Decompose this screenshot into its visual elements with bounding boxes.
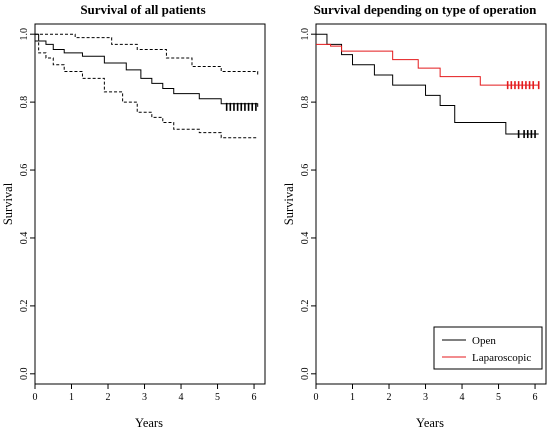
x-tick-label: 2 — [387, 392, 392, 403]
chart-panel-all-patients: Survival of all patients Years Survival … — [1, 2, 266, 430]
x-tick-label: 5 — [215, 392, 220, 403]
series-line-survival-estimate — [35, 33, 259, 107]
series-line-confidence-bound-2 — [35, 40, 258, 139]
y-tick-label: 0.8 — [19, 96, 30, 109]
y-axis-label: Survival — [282, 182, 296, 225]
series-line-laparoscopic — [316, 43, 539, 86]
y-tick-label: 1.0 — [300, 28, 311, 41]
y-tick-label: 0.6 — [300, 164, 311, 177]
y-tick-label: 0.4 — [300, 232, 311, 245]
x-tick-label: 4 — [179, 392, 184, 403]
y-tick-label: 0.2 — [300, 300, 311, 313]
axis-ticks: 0 1 2 3 4 5 6 0.0 0.2 0.4 0.6 0.8 1.0 — [300, 28, 538, 403]
chart-marks — [316, 33, 540, 139]
x-tick-label: 1 — [69, 392, 74, 403]
x-tick-label: 4 — [460, 392, 465, 403]
plot-frame — [34, 23, 266, 385]
y-tick-label: 0.8 — [300, 96, 311, 109]
x-tick-label: 0 — [33, 392, 38, 403]
legend: Open Laparoscopic — [433, 326, 543, 370]
legend-label-laparoscopic: Laparoscopic — [472, 352, 531, 364]
chart-title: Survival of all patients — [80, 2, 205, 17]
chart-panel-by-operation-type: Survival depending on type of operation … — [282, 2, 547, 430]
y-tick-label: 0.2 — [19, 300, 30, 313]
x-tick-label: 3 — [423, 392, 428, 403]
x-axis-label: Years — [135, 416, 163, 430]
y-tick-label: 0.0 — [300, 368, 311, 381]
legend-label-open: Open — [472, 335, 496, 347]
x-axis-label: Years — [416, 416, 444, 430]
x-tick-label: 2 — [106, 392, 111, 403]
x-tick-label: 1 — [350, 392, 355, 403]
chart-title: Survival depending on type of operation — [314, 2, 538, 17]
y-axis-label: Survival — [1, 182, 15, 225]
y-tick-label: 0.0 — [19, 368, 30, 381]
legend-box — [433, 326, 543, 370]
y-tick-label: 0.4 — [19, 232, 30, 245]
x-tick-label: 5 — [496, 392, 501, 403]
plot-frame — [315, 23, 547, 385]
y-tick-label: 0.6 — [19, 164, 30, 177]
x-tick-label: 3 — [142, 392, 147, 403]
axis-ticks: 0 1 2 3 4 5 6 0.0 0.2 0.4 0.6 0.8 1.0 — [19, 28, 257, 403]
x-tick-label: 0 — [314, 392, 319, 403]
series-line-open — [316, 33, 539, 135]
chart-marks — [35, 33, 259, 139]
x-tick-label: 6 — [533, 392, 538, 403]
x-tick-label: 6 — [252, 392, 257, 403]
y-tick-label: 1.0 — [19, 28, 30, 41]
series-line-confidence-bound-1 — [35, 33, 259, 75]
